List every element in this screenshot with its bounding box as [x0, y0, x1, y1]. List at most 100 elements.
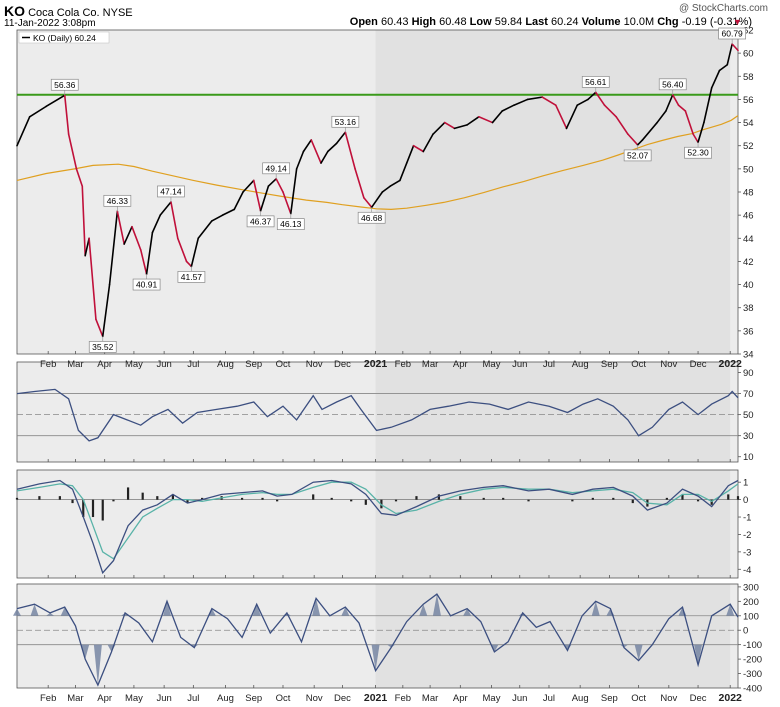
x-tick-label: Aug	[572, 693, 589, 704]
exchange-name: NYSE	[102, 7, 133, 19]
change-label: Chg	[657, 16, 679, 28]
price-segment	[692, 133, 699, 144]
x-tick-label: Dec	[690, 693, 707, 704]
price-segment	[501, 104, 515, 112]
panel-year-shade	[375, 362, 731, 462]
y-tick-label: -1	[743, 513, 751, 524]
price-label-box	[581, 76, 610, 88]
x-tick-label: Feb	[395, 693, 411, 704]
price-segment	[641, 121, 658, 141]
price-segment	[197, 220, 213, 240]
price-segment	[16, 115, 31, 147]
price-label-box	[658, 78, 687, 91]
price-segment	[576, 98, 589, 107]
price-segment	[63, 94, 70, 135]
price-segment	[656, 110, 667, 124]
overbought-fill	[30, 604, 39, 616]
panel-year-shade	[375, 584, 731, 688]
price-segment	[703, 87, 713, 124]
price-segment	[555, 104, 568, 130]
price-segment	[302, 139, 313, 153]
price-segment	[131, 225, 142, 251]
price-label: 46.68	[361, 213, 383, 223]
price-segment	[176, 237, 188, 263]
price-label: 53.16	[335, 117, 357, 127]
x-tick-label: Jul	[543, 693, 555, 704]
price-segment	[684, 110, 694, 135]
volume-label: Volume	[581, 16, 621, 28]
price-segment	[101, 283, 111, 338]
low-value: 59.84	[494, 16, 523, 28]
panel-year-shade	[375, 470, 731, 578]
y-tick-label: 0	[743, 626, 748, 637]
price-label: 56.36	[54, 80, 76, 90]
high-label: High	[411, 16, 437, 28]
x-tick-label: Apr	[97, 359, 112, 370]
x-tick-label: Sep	[601, 693, 618, 704]
ticker-symbol: KO	[4, 3, 25, 19]
price-label-box	[262, 162, 291, 175]
last-value: 60.24	[551, 16, 579, 28]
price-label: 40.91	[136, 280, 158, 290]
price-segment	[432, 121, 446, 135]
price-label: 41.57	[181, 272, 203, 282]
price-segment	[45, 94, 66, 108]
price-segment	[627, 133, 639, 146]
price-segment	[310, 139, 322, 164]
price-segment	[211, 214, 224, 222]
y-tick-label: -100	[743, 640, 762, 651]
y-tick-label: -200	[743, 655, 762, 666]
price-label-box	[623, 149, 652, 162]
price-segment	[603, 104, 618, 118]
overbought-fill	[371, 644, 380, 671]
price-segment	[466, 115, 480, 126]
watermark: @ StockCharts.com	[678, 3, 768, 14]
x-tick-label: Feb	[40, 693, 56, 704]
price-label: 49.14	[266, 163, 288, 173]
price-label-box	[50, 78, 79, 91]
x-tick-label: Sep	[601, 359, 618, 370]
price-segment	[671, 94, 680, 107]
price-segment	[295, 150, 305, 170]
y-tick-label: -400	[743, 684, 762, 695]
y-tick-label: 70	[743, 389, 754, 400]
y-tick-label: 300	[743, 582, 759, 593]
x-tick-label: 2021	[364, 358, 388, 370]
high-value: 60.48	[439, 16, 467, 28]
overbought-fill	[81, 644, 90, 660]
last-label: Last	[525, 16, 548, 28]
price-label: 35.52	[92, 342, 114, 352]
y-tick-label: 36	[743, 326, 754, 337]
price-segment	[67, 133, 78, 170]
price-segment	[422, 133, 434, 153]
overbought-fill	[163, 601, 172, 616]
x-tick-label: Nov	[660, 693, 677, 704]
price-label-box	[684, 146, 712, 159]
y-tick-label: 62	[743, 26, 754, 37]
legend-label: KO (Daily) 60.24	[33, 33, 96, 43]
price-segment	[389, 179, 401, 188]
price-label-box	[157, 185, 185, 198]
x-tick-label: Nov	[306, 359, 323, 370]
price-segment	[370, 191, 384, 209]
price-segment	[108, 210, 119, 286]
open-label: Open	[349, 16, 378, 28]
x-tick-label: Sep	[245, 693, 262, 704]
price-segment	[242, 179, 255, 193]
price-segment	[513, 98, 529, 107]
y-tick-label: -3	[743, 547, 751, 558]
x-tick-label: May	[125, 359, 143, 370]
price-segment	[145, 231, 154, 275]
x-tick-label: 2021	[364, 692, 388, 704]
price-segment	[95, 318, 104, 338]
price-label-box	[177, 271, 206, 283]
x-tick-label: Apr	[453, 359, 468, 370]
price-segment	[412, 144, 425, 153]
price-segment	[159, 201, 172, 216]
price-segment	[327, 142, 338, 153]
y-tick-label: 0	[743, 495, 748, 506]
x-tick-label: Jul	[543, 359, 555, 370]
price-segment	[697, 121, 705, 144]
price-segment	[587, 91, 597, 101]
price-label-box	[246, 215, 275, 228]
